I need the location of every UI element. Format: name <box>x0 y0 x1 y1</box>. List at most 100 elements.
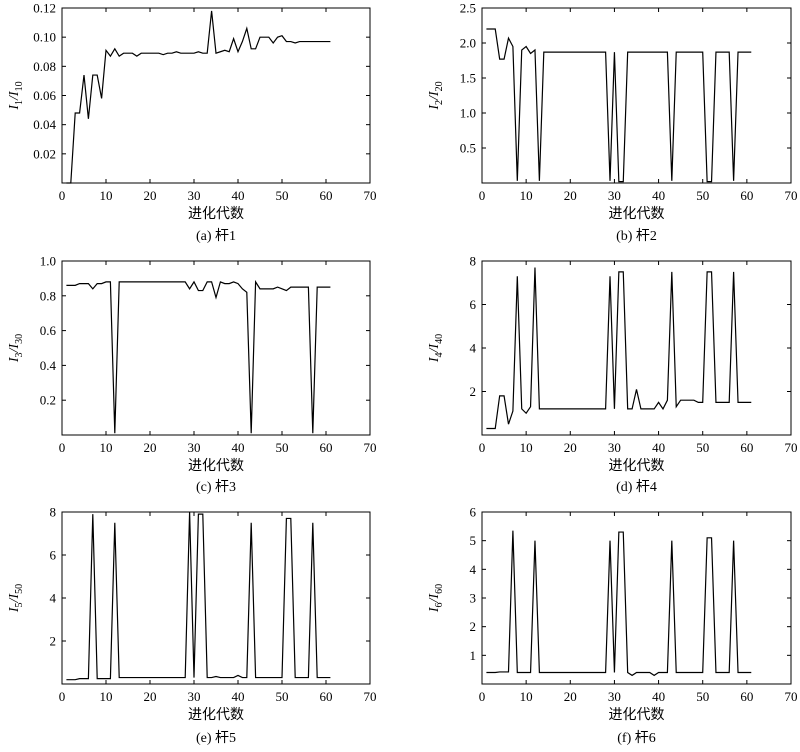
plot-frame <box>481 260 792 436</box>
x-tick-label: 0 <box>59 689 66 704</box>
y-axis-label: I2/I20 <box>427 81 445 110</box>
x-tick-label: 40 <box>652 689 665 704</box>
plot-frame <box>61 7 371 184</box>
y-label-subscript: 30 <box>14 334 25 344</box>
panel-caption: (d) 杆4 <box>616 479 657 495</box>
panel-caption: (c) 杆3 <box>196 479 236 495</box>
x-tick-label: 40 <box>232 188 245 203</box>
y-tick-label: 0.10 <box>33 30 56 45</box>
x-tick-label: 20 <box>564 188 577 203</box>
x-tick-label: 30 <box>188 440 201 455</box>
y-tick-label: 0.12 <box>33 1 56 16</box>
series-line <box>66 279 331 434</box>
y-tick-label: 6 <box>470 505 477 520</box>
panel-caption: (f) 杆6 <box>617 730 656 746</box>
y-tick-label: 8 <box>50 505 57 520</box>
x-tick-label: 30 <box>608 188 621 203</box>
x-tick-label: 50 <box>696 188 709 203</box>
y-tick-label: 1 <box>470 648 477 663</box>
series-line <box>66 10 331 184</box>
plot-frame <box>481 7 792 184</box>
y-tick-label: 4 <box>470 341 477 356</box>
x-tick-label: 70 <box>785 440 798 455</box>
y-label-part: I <box>7 356 22 363</box>
x-tick-label: 50 <box>696 689 709 704</box>
y-tick-label: 1.0 <box>40 254 56 269</box>
y-tick-label: 4 <box>470 562 477 577</box>
y-label-part: /I <box>427 593 442 604</box>
x-tick-label: 60 <box>740 689 753 704</box>
series-line <box>486 530 752 677</box>
y-label-subscript: 4 <box>434 352 445 357</box>
y-tick-label: 2.0 <box>460 36 476 51</box>
y-tick-label: 6 <box>50 548 57 563</box>
series-line <box>486 267 752 430</box>
y-tick-label: 1.0 <box>460 106 476 121</box>
x-tick-label: 40 <box>652 440 665 455</box>
y-tick-label: 0.08 <box>33 59 56 74</box>
x-tick-label: 60 <box>740 440 753 455</box>
chart-panel-2: 0 10 20 30 40 50 60 70 0.5 1.0 1.5 2.0 2.5 进化代数 (b) 杆2… <box>427 1 798 245</box>
y-label-subscript: 6 <box>434 602 445 607</box>
y-tick-label: 0.8 <box>40 288 56 303</box>
x-tick-label: 0 <box>479 188 486 203</box>
x-tick-label: 10 <box>520 188 533 203</box>
y-label-subscript: 60 <box>434 584 445 594</box>
x-tick-label: 20 <box>144 440 157 455</box>
x-tick-label: 0 <box>479 689 486 704</box>
x-tick-label: 50 <box>276 689 289 704</box>
y-tick-label: 3 <box>470 591 477 606</box>
series-line <box>486 28 752 183</box>
y-tick-label: 2 <box>470 384 477 399</box>
plot-frame <box>61 511 371 685</box>
y-axis-label: I4/I40 <box>427 334 445 363</box>
y-tick-label: 2 <box>470 619 477 634</box>
y-label-subscript: 50 <box>14 584 25 594</box>
y-label-part: I <box>7 104 22 111</box>
x-tick-label: 40 <box>652 188 665 203</box>
y-tick-label: 0.4 <box>40 358 57 373</box>
x-tick-label: 10 <box>520 440 533 455</box>
x-tick-label: 60 <box>740 188 753 203</box>
y-tick-label: 0.5 <box>460 141 476 156</box>
x-tick-label: 0 <box>59 440 66 455</box>
x-axis-label: 进化代数 <box>188 458 244 474</box>
y-tick-label: 0.02 <box>33 146 56 161</box>
x-tick-label: 40 <box>232 689 245 704</box>
x-tick-label: 50 <box>276 188 289 203</box>
y-tick-label: 5 <box>470 533 477 548</box>
y-tick-label: 2 <box>50 634 57 649</box>
x-tick-label: 10 <box>520 689 533 704</box>
y-tick-label: 0.06 <box>33 88 56 103</box>
x-tick-label: 50 <box>276 440 289 455</box>
plot-frame <box>61 260 371 436</box>
y-label-subscript: 10 <box>14 81 25 91</box>
y-label-part: I <box>427 104 442 111</box>
x-tick-label: 0 <box>59 188 66 203</box>
y-label-subscript: 5 <box>14 602 25 607</box>
y-label-subscript: 20 <box>434 81 445 91</box>
x-axis-label: 进化代数 <box>609 206 665 222</box>
x-tick-label: 70 <box>364 188 377 203</box>
y-label-part: /I <box>7 90 22 101</box>
x-tick-label: 60 <box>320 440 333 455</box>
y-label-subscript: 3 <box>14 352 25 357</box>
x-tick-label: 30 <box>188 188 201 203</box>
x-tick-label: 50 <box>696 440 709 455</box>
x-axis-label: 进化代数 <box>609 458 665 474</box>
y-tick-label: 1.5 <box>460 71 476 86</box>
series-line <box>66 511 331 681</box>
panel-caption: (a) 杆1 <box>196 228 236 244</box>
x-axis-label: 进化代数 <box>609 707 665 723</box>
y-label-subscript: 40 <box>434 334 445 344</box>
y-label-part: /I <box>427 90 442 101</box>
plot-frame <box>481 511 792 685</box>
y-axis-label: I1/I10 <box>7 81 25 110</box>
y-axis-label: I5/I50 <box>7 584 25 613</box>
panel-caption: (e) 杆5 <box>196 730 236 746</box>
y-label-part: I <box>7 606 22 613</box>
